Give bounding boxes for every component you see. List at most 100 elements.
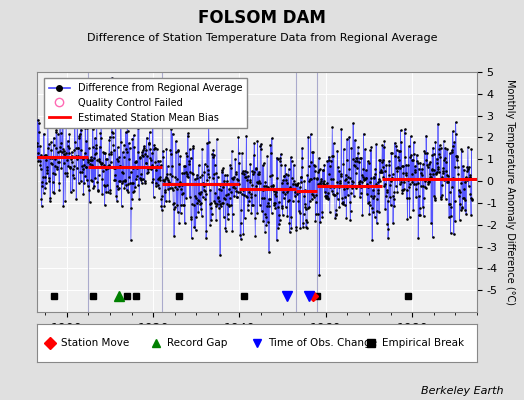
Point [300, 193, 308, 199]
Point [58, 118, 67, 125]
Point [356, 190, 365, 196]
Point [312, 211, 320, 218]
Point [94, 172, 103, 178]
Point [376, 169, 385, 175]
Point [361, 176, 369, 182]
Point [406, 213, 414, 220]
Point [50, 142, 58, 148]
Point [215, 201, 224, 207]
Point [287, 214, 295, 220]
Point [335, 204, 344, 210]
Point [126, 180, 134, 186]
Point [125, 174, 133, 180]
Point [299, 211, 308, 217]
Point [138, 176, 147, 182]
Point [129, 132, 138, 138]
Point [111, 172, 119, 179]
Point [155, 164, 163, 170]
Point [416, 212, 424, 218]
Point [397, 127, 405, 134]
Point [435, 142, 444, 148]
Point [283, 172, 292, 179]
Point [106, 187, 114, 193]
Point [74, 145, 82, 151]
Point [237, 206, 245, 213]
Point [248, 202, 257, 208]
Point [290, 178, 298, 184]
Point [379, 174, 388, 180]
Point [56, 144, 64, 150]
Point [360, 176, 368, 183]
Point [367, 193, 375, 200]
Point [409, 151, 418, 157]
Point [246, 191, 255, 198]
Point [375, 176, 383, 182]
Point [116, 162, 124, 169]
Point [113, 198, 121, 204]
Point [424, 179, 433, 185]
Point [248, 168, 257, 175]
Point [111, 165, 119, 172]
Point [288, 158, 296, 164]
Point [174, 183, 183, 189]
Point [233, 194, 241, 200]
Point [341, 194, 350, 200]
Point [339, 201, 347, 207]
Point [285, 220, 293, 226]
Point [146, 146, 155, 153]
Point [306, 188, 314, 194]
Point [451, 164, 460, 170]
Point [257, 146, 265, 152]
Point [208, 204, 216, 211]
Point [435, 145, 444, 152]
Point [388, 175, 397, 182]
Point [443, 172, 452, 178]
Point [355, 179, 364, 185]
Point [391, 183, 400, 189]
Point [464, 183, 473, 189]
Point [365, 160, 373, 166]
Point [171, 174, 180, 180]
Point [137, 180, 146, 186]
Point [134, 125, 143, 131]
Point [368, 237, 376, 244]
Point [406, 154, 414, 160]
Point [369, 173, 378, 180]
Point [413, 158, 421, 164]
Point [181, 162, 189, 169]
Point [241, 215, 249, 222]
Point [47, 160, 55, 166]
Point [428, 152, 436, 158]
Point [232, 169, 240, 176]
Point [459, 194, 467, 201]
Point [329, 191, 337, 197]
Point [159, 154, 168, 160]
Point [231, 156, 239, 162]
Point [467, 212, 475, 218]
Point [354, 150, 362, 156]
Point [80, 162, 88, 168]
Point [380, 183, 388, 189]
Point [279, 195, 288, 202]
Point [266, 173, 274, 180]
Point [143, 170, 151, 176]
Point [393, 168, 401, 174]
Point [99, 149, 107, 155]
Point [420, 148, 429, 154]
Point [125, 140, 133, 146]
Point [133, 164, 141, 170]
Point [78, 104, 86, 110]
Point [209, 174, 217, 181]
Point [335, 168, 343, 174]
Point [377, 169, 386, 175]
Point [183, 172, 192, 179]
Point [208, 151, 216, 158]
Point [45, 175, 53, 182]
Point [76, 168, 84, 175]
Point [190, 193, 199, 200]
Point [324, 154, 333, 160]
Point [158, 177, 167, 184]
Point [126, 145, 134, 151]
Point [360, 176, 368, 183]
Point [345, 166, 353, 172]
